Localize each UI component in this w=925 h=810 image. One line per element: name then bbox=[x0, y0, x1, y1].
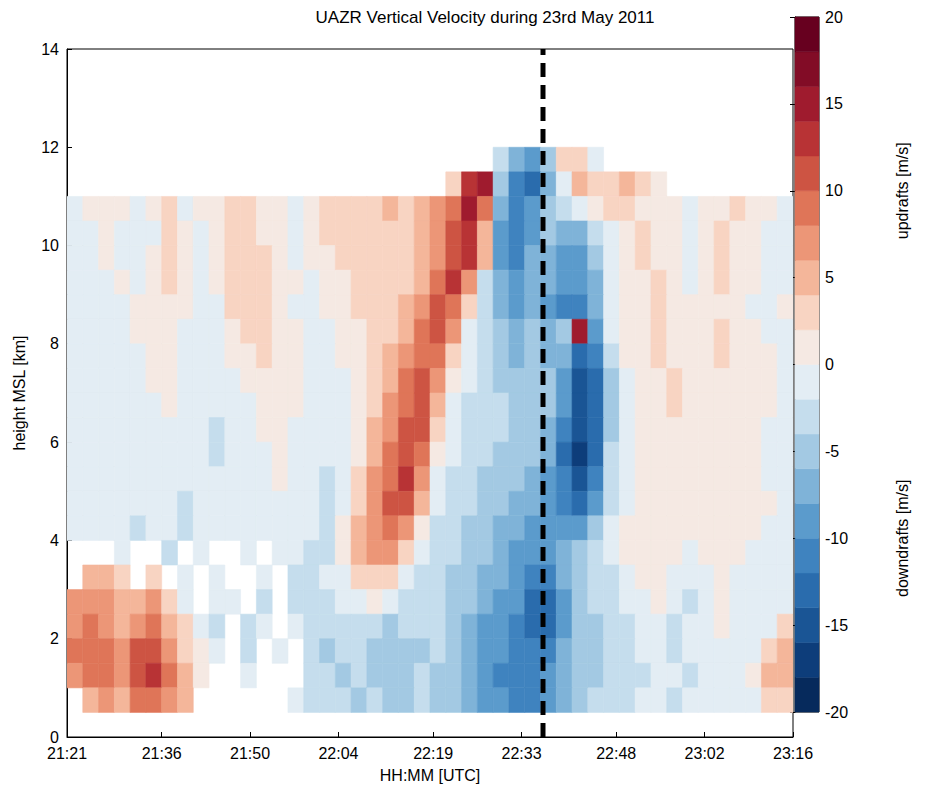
svg-text:5: 5 bbox=[825, 269, 834, 286]
svg-text:8: 8 bbox=[50, 335, 59, 352]
svg-text:10: 10 bbox=[825, 182, 843, 199]
svg-text:23:02: 23:02 bbox=[685, 745, 725, 762]
svg-text:14: 14 bbox=[41, 41, 59, 58]
svg-text:updrafts [m/s]: updrafts [m/s] bbox=[894, 142, 911, 239]
svg-text:15: 15 bbox=[825, 95, 843, 112]
svg-text:6: 6 bbox=[50, 434, 59, 451]
svg-text:-10: -10 bbox=[825, 530, 848, 547]
svg-text:UAZR Vertical Velocity during: UAZR Vertical Velocity during 23rd May 2… bbox=[316, 8, 655, 27]
svg-text:22:33: 22:33 bbox=[502, 745, 542, 762]
svg-text:-20: -20 bbox=[825, 704, 848, 721]
svg-text:height MSL [km]: height MSL [km] bbox=[11, 335, 28, 450]
svg-text:22:19: 22:19 bbox=[413, 745, 453, 762]
svg-text:22:48: 22:48 bbox=[596, 745, 636, 762]
svg-text:HH:MM [UTC]: HH:MM [UTC] bbox=[380, 767, 480, 784]
svg-text:-15: -15 bbox=[825, 617, 848, 634]
svg-text:0: 0 bbox=[825, 356, 834, 373]
svg-text:21:50: 21:50 bbox=[230, 745, 270, 762]
svg-text:-5: -5 bbox=[825, 443, 839, 460]
svg-text:23:16: 23:16 bbox=[773, 745, 813, 762]
svg-text:2: 2 bbox=[50, 630, 59, 647]
svg-text:downdrafts [m/s]: downdrafts [m/s] bbox=[894, 480, 911, 597]
svg-text:0: 0 bbox=[50, 729, 59, 746]
svg-text:21:21: 21:21 bbox=[47, 745, 87, 762]
svg-text:21:36: 21:36 bbox=[142, 745, 182, 762]
svg-text:22:04: 22:04 bbox=[318, 745, 358, 762]
svg-text:20: 20 bbox=[825, 9, 843, 26]
svg-text:10: 10 bbox=[41, 237, 59, 254]
svg-text:4: 4 bbox=[50, 532, 59, 549]
svg-text:12: 12 bbox=[41, 139, 59, 156]
